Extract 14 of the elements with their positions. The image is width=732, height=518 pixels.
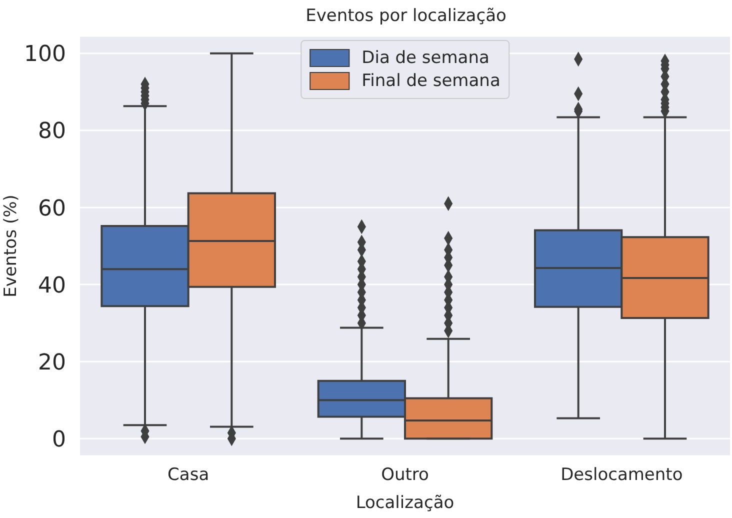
y-axis-title: Eventos (%) — [1, 194, 22, 298]
x-tick-label: Casa — [168, 465, 210, 486]
x-tick-label: Deslocamento — [560, 465, 683, 486]
y-tick-label: 0 — [52, 427, 66, 452]
y-tick-label: 80 — [38, 119, 66, 144]
y-tick-label: 60 — [38, 196, 66, 222]
legend-label: Final de semana — [362, 71, 500, 91]
y-tick-label: 100 — [24, 42, 66, 68]
legend-label: Dia de semana — [362, 48, 490, 68]
chart-title: Eventos por localização — [304, 6, 508, 26]
x-tick-label: Outro — [381, 465, 429, 486]
y-tick-label: 20 — [38, 350, 66, 376]
x-axis-title: Localização — [356, 493, 454, 513]
y-tick-label: 40 — [38, 273, 66, 298]
